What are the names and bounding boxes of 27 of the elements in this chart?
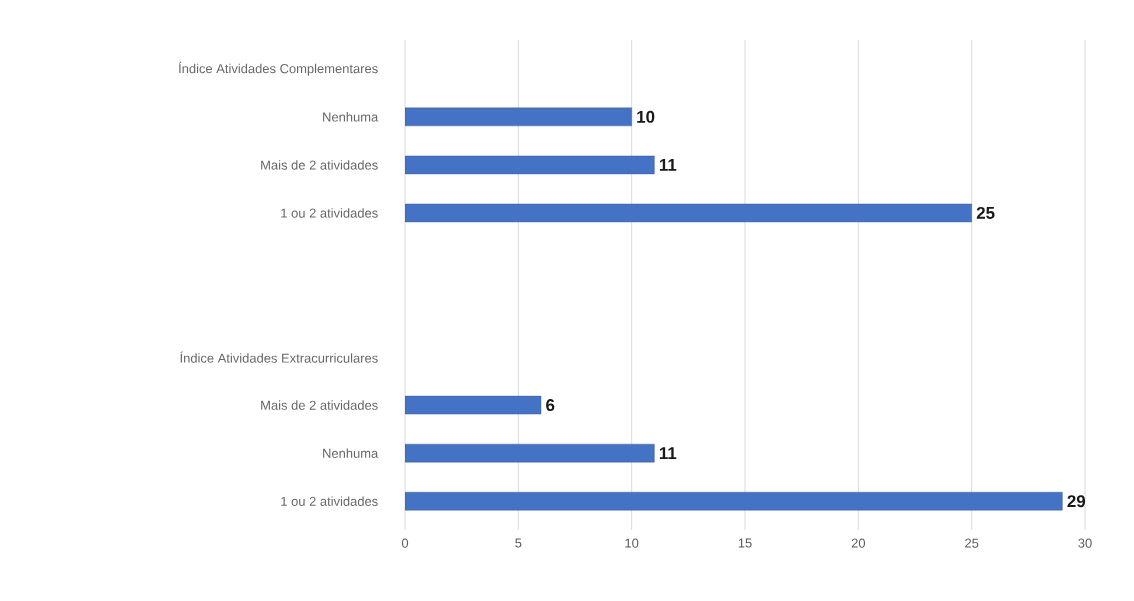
data-label: 11 (659, 159, 677, 171)
y-tick-label: Índice Atividades Complementares (178, 61, 378, 76)
x-tick-label: 10 (625, 538, 639, 548)
bar (405, 107, 632, 127)
y-tick-label: Nenhuma (323, 448, 379, 458)
data-label: 29 (1067, 495, 1086, 508)
x-tick-label: 15 (738, 538, 752, 548)
x-tick-label: 25 (965, 538, 979, 548)
x-tick-label: 20 (851, 538, 866, 548)
y-tick-label: Nenhuma (323, 112, 379, 122)
x-tick-label: 30 (1078, 538, 1092, 548)
y-tick-label: 1 ou 2 atividades (281, 208, 378, 218)
data-label: 25 (976, 206, 995, 219)
y-tick-label: 1 ou 2 atividades (281, 496, 378, 506)
bar (405, 395, 542, 415)
bar (405, 203, 972, 223)
bar (405, 491, 1063, 511)
bar (405, 443, 655, 463)
data-label: 10 (637, 110, 655, 123)
x-tick-label: 0 (401, 538, 409, 548)
data-label: 11 (659, 447, 677, 459)
y-tick-label: Mais de 2 atividades (261, 160, 378, 170)
bar (405, 155, 655, 175)
y-tick-label: Mais de 2 atividades (261, 400, 378, 410)
x-tick-label: 5 (515, 538, 522, 548)
data-label: 6 (546, 399, 555, 412)
y-tick-label: Índice Atividades Extracurriculares (180, 351, 378, 363)
